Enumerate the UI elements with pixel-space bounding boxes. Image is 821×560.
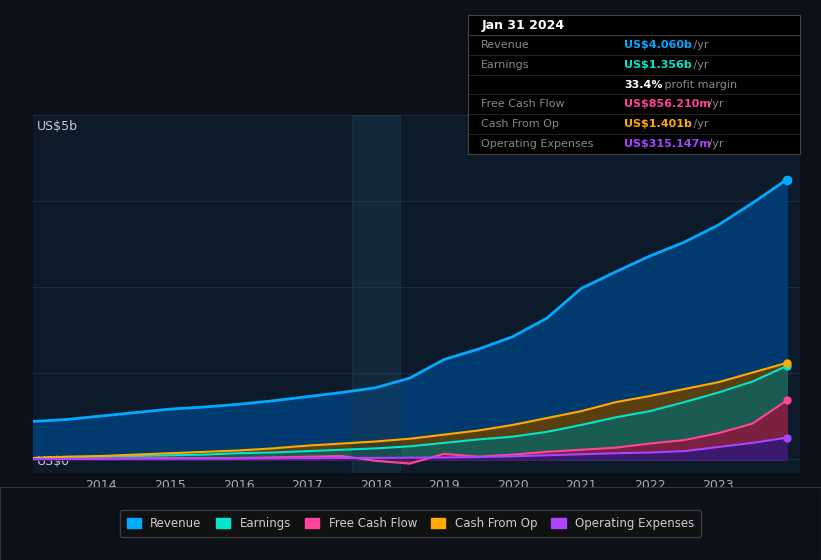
Text: Jan 31 2024: Jan 31 2024 <box>481 18 564 31</box>
Text: Cash From Op: Cash From Op <box>481 119 559 129</box>
Text: /yr: /yr <box>690 60 709 70</box>
Text: Revenue: Revenue <box>481 40 530 50</box>
Text: /yr: /yr <box>704 139 723 149</box>
Text: /yr: /yr <box>690 40 709 50</box>
Text: Earnings: Earnings <box>481 60 530 70</box>
Text: US$856.210m: US$856.210m <box>624 100 711 109</box>
Text: /yr: /yr <box>690 119 709 129</box>
Text: US$1.356b: US$1.356b <box>624 60 692 70</box>
Text: US$315.147m: US$315.147m <box>624 139 711 149</box>
Text: /yr: /yr <box>704 100 723 109</box>
Text: Operating Expenses: Operating Expenses <box>481 139 594 149</box>
Text: US$0: US$0 <box>37 455 70 468</box>
Text: 33.4%: 33.4% <box>624 80 663 90</box>
Text: US$5b: US$5b <box>37 120 78 133</box>
Bar <box>351 115 400 473</box>
Text: profit margin: profit margin <box>661 80 737 90</box>
Text: US$4.060b: US$4.060b <box>624 40 692 50</box>
Text: US$1.401b: US$1.401b <box>624 119 692 129</box>
Text: Free Cash Flow: Free Cash Flow <box>481 100 565 109</box>
Legend: Revenue, Earnings, Free Cash Flow, Cash From Op, Operating Expenses: Revenue, Earnings, Free Cash Flow, Cash … <box>120 510 701 537</box>
